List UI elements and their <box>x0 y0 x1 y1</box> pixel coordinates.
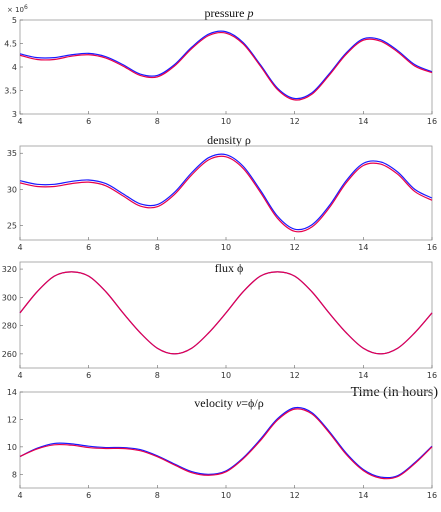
pressure-y-tick-label: 5 <box>12 16 17 25</box>
density-axes-box <box>19 145 433 241</box>
velocity-x-tick-label: 8 <box>155 491 160 500</box>
pressure-x-tick-label: 8 <box>155 117 160 126</box>
velocity-y-tick-label: 14 <box>7 388 17 397</box>
density-y-tick-label: 25 <box>7 222 17 231</box>
flux-x-tick-label: 8 <box>155 371 160 380</box>
panel-pressure: pressure p × 106 <box>7 4 253 20</box>
velocity-series-a-line <box>19 406 433 479</box>
velocity-x-tick-label: 12 <box>290 491 300 500</box>
pressure-x-tick-label: 6 <box>86 117 91 126</box>
velocity-title: velocity v=ϕ/ρ <box>194 396 263 410</box>
density-plot: 4 6 8 10 12 14 16 25 30 35 <box>7 145 437 252</box>
flux-y-tick-label: 300 <box>2 293 17 302</box>
velocity-series-b-line <box>19 408 433 480</box>
density-y-tick-label: 30 <box>7 185 17 194</box>
pressure-x-tick-label: 14 <box>358 117 368 126</box>
pressure-y-tick-label: 3.5 <box>4 87 17 96</box>
pressure-y-tick-label: 3 <box>12 110 17 119</box>
pressure-plot: 4 6 8 10 12 14 16 3 3.5 4 4.5 5 <box>4 16 437 126</box>
flux-x-tick-label: 6 <box>86 371 91 380</box>
flux-title: flux ϕ <box>215 261 244 275</box>
velocity-y-tick-label: 8 <box>12 470 17 479</box>
flux-x-tick-label: 14 <box>358 371 368 380</box>
velocity-x-tick-label: 6 <box>86 491 91 500</box>
pressure-x-tick-label: 10 <box>221 117 231 126</box>
flux-x-tick-label: 10 <box>221 371 231 380</box>
velocity-y-tick-label: 12 <box>7 415 17 424</box>
flux-y-tick-label: 260 <box>2 350 17 359</box>
velocity-plot: 4 6 8 10 12 14 16 8 10 12 14 <box>7 388 437 500</box>
density-x-tick-label: 6 <box>86 243 91 252</box>
pressure-series-b-line <box>19 31 433 101</box>
velocity-x-tick-label: 4 <box>17 491 22 500</box>
density-y-tick-label: 35 <box>7 149 17 158</box>
density-series-a-line <box>19 153 433 231</box>
velocity-y-tick-label: 10 <box>7 443 17 452</box>
pressure-axes-box <box>19 19 433 115</box>
pressure-exponent-label: × 106 <box>7 4 28 14</box>
flux-x-tick-label: 4 <box>17 371 22 380</box>
velocity-x-tick-label: 10 <box>221 491 231 500</box>
pressure-x-tick-label: 4 <box>17 117 22 126</box>
density-title: density ρ <box>207 133 251 147</box>
density-x-tick-label: 16 <box>427 243 437 252</box>
density-x-tick-label: 10 <box>221 243 231 252</box>
flux-x-tick-label: 12 <box>290 371 300 380</box>
pressure-title: pressure p <box>205 6 254 20</box>
density-x-tick-label: 12 <box>290 243 300 252</box>
panel-velocity: velocity v=ϕ/ρ <box>194 396 263 410</box>
flux-series-b-line <box>19 271 433 355</box>
velocity-x-tick-label: 16 <box>427 491 437 500</box>
flux-y-tick-label: 320 <box>2 265 17 274</box>
velocity-x-tick-label: 14 <box>358 491 368 500</box>
density-x-tick-label: 14 <box>358 243 368 252</box>
pressure-x-tick-label: 12 <box>290 117 300 126</box>
flux-x-tick-label: 16 <box>427 371 437 380</box>
density-x-tick-label: 8 <box>155 243 160 252</box>
pressure-y-tick-label: 4.5 <box>4 40 17 49</box>
density-x-tick-label: 4 <box>17 243 22 252</box>
density-series-b-line <box>19 155 433 233</box>
pressure-x-tick-label: 16 <box>427 117 437 126</box>
panel-flux: flux ϕ <box>215 261 244 275</box>
x-axis-label: Time (in hours) <box>351 385 439 400</box>
pressure-y-tick-label: 4 <box>12 63 17 72</box>
panel-density: density ρ <box>207 133 251 147</box>
pressure-series-a-line <box>19 30 433 100</box>
flux-y-tick-label: 280 <box>2 322 17 331</box>
flux-plot: 4 6 8 10 12 14 16 260 280 300 320 <box>2 261 437 380</box>
